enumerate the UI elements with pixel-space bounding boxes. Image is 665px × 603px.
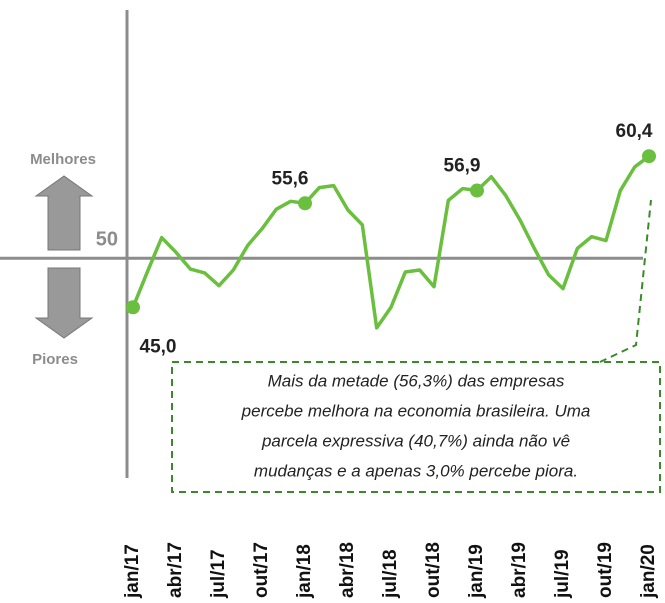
annotation-text: mudanças e a apenas 3,0% percebe piora. bbox=[254, 461, 578, 480]
x-tick-label: abr/17 bbox=[165, 542, 186, 598]
annotation-box bbox=[171, 361, 661, 493]
x-tick-label: abr/18 bbox=[337, 542, 358, 598]
x-tick-label: out/17 bbox=[251, 542, 272, 598]
down-arrow bbox=[34, 267, 94, 339]
data-line bbox=[131, 154, 651, 330]
x-tick-label: jan/18 bbox=[294, 544, 315, 599]
point-marker bbox=[470, 183, 484, 198]
x-tick-label: jan/17 bbox=[122, 544, 143, 599]
data-label: 56,9 bbox=[444, 156, 481, 177]
lower-label: Piores bbox=[32, 351, 78, 368]
data-label: 60,4 bbox=[616, 121, 653, 142]
data-label: 45,0 bbox=[140, 336, 177, 357]
x-tick-label: jan/19 bbox=[466, 544, 487, 599]
x-tick-label: out/19 bbox=[595, 542, 616, 598]
x-tick-label: jan/20 bbox=[638, 544, 659, 599]
upper-label: Melhores bbox=[30, 151, 96, 168]
point-marker bbox=[298, 196, 312, 211]
x-tick-label: jul/19 bbox=[552, 549, 573, 599]
data-label: 55,6 bbox=[272, 168, 309, 189]
annotation-leader bbox=[599, 199, 652, 363]
x-tick-label: out/18 bbox=[423, 542, 444, 598]
up-arrow bbox=[34, 175, 94, 251]
annotation-text: parcela expressiva (40,7%) ainda não vê bbox=[261, 431, 570, 450]
x-tick-label: jul/17 bbox=[208, 549, 229, 599]
annotation-text: percebe melhora na economia brasileira. … bbox=[241, 401, 591, 420]
y-tick-label: 50 bbox=[96, 229, 118, 251]
x-tick-label: jul/18 bbox=[380, 549, 401, 599]
point-marker bbox=[126, 300, 140, 315]
annotation-text: Mais da metade (56,3%) das empresas bbox=[268, 371, 565, 390]
point-marker bbox=[642, 149, 656, 164]
x-tick-label: abr/19 bbox=[509, 542, 530, 598]
